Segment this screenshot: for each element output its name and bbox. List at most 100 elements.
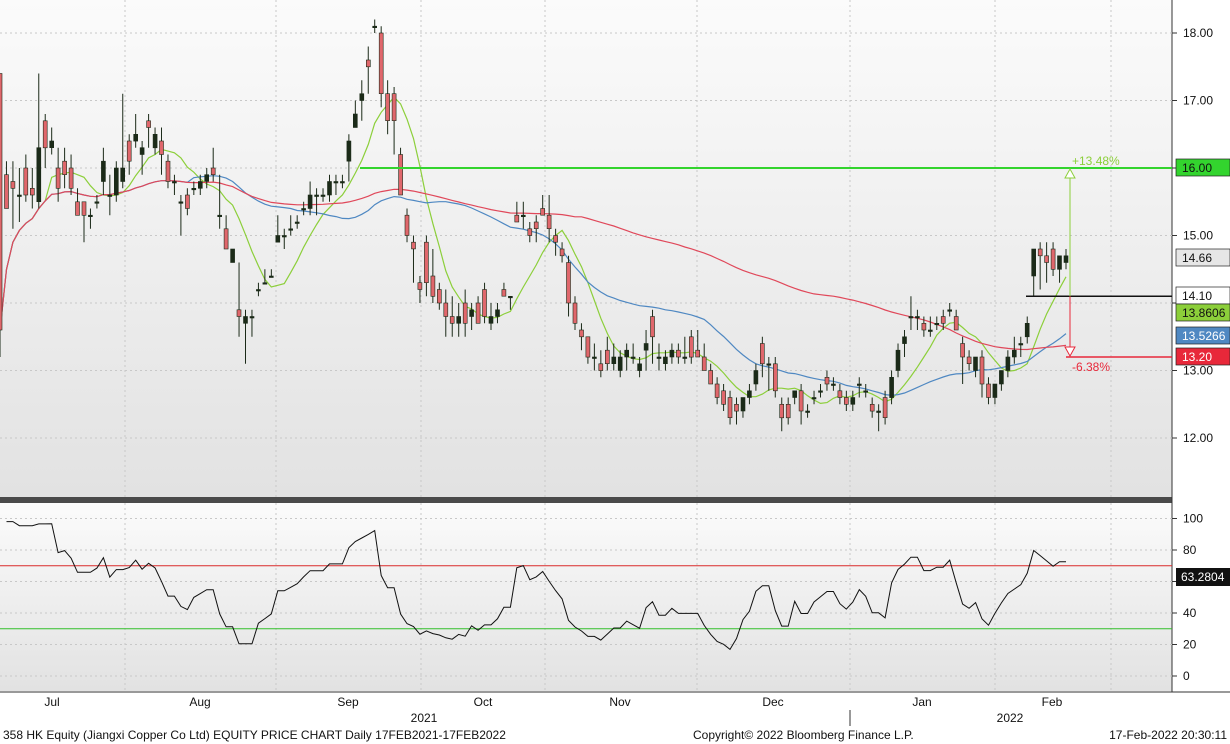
candle-body: [1031, 248, 1036, 277]
candle-body: [133, 134, 138, 142]
candle-body: [314, 194, 319, 197]
candle-body: [837, 390, 843, 398]
ma-long-line: [0, 180, 1067, 351]
stop-pct-label: -6.38%: [1072, 360, 1110, 374]
rsi-tick-label: 40: [1183, 606, 1197, 620]
candle-body: [29, 188, 35, 196]
candle-body: [682, 356, 688, 359]
candle-body: [475, 302, 481, 324]
candle-body: [1005, 356, 1011, 371]
candle-body: [753, 370, 759, 385]
candle-body: [624, 349, 630, 358]
candle-body: [856, 383, 862, 386]
candle-body: [999, 370, 1004, 385]
candle-body: [68, 167, 74, 189]
candle-body: [185, 194, 190, 209]
value-tag-label: 13.8606: [1182, 306, 1226, 320]
candle-body: [979, 356, 985, 385]
candle-body: [152, 134, 158, 149]
candle-body: [249, 316, 255, 319]
candle-body: [101, 160, 106, 182]
panel-separator[interactable]: [0, 497, 1172, 503]
candle-body: [10, 181, 16, 189]
candle-body: [139, 147, 145, 155]
candle-body: [198, 181, 203, 189]
candle-body: [340, 181, 345, 184]
candle-body: [643, 343, 649, 351]
value-tag-label: 13.20: [1182, 350, 1212, 364]
candle-body: [759, 343, 765, 365]
rsi-line: [6, 521, 1066, 651]
candle-body: [947, 309, 953, 312]
value-tag: [1175, 248, 1230, 267]
price-tick-label: 12.00: [1183, 431, 1213, 445]
candle-body: [443, 302, 449, 317]
candle-body: [527, 228, 533, 236]
candle-body: [747, 390, 752, 398]
candle-body: [772, 363, 778, 392]
candle-body: [243, 316, 248, 324]
candle-body: [172, 181, 177, 184]
candle-body: [81, 201, 87, 216]
candle-body: [236, 309, 242, 317]
candle-body: [411, 241, 416, 250]
candle-body: [850, 397, 856, 405]
candle-body: [114, 167, 119, 196]
candle-body: [126, 140, 132, 162]
candle-body: [42, 120, 48, 149]
candle-body: [385, 93, 390, 121]
candle-body: [1037, 248, 1043, 257]
candle-body: [320, 194, 326, 197]
candle-body: [62, 160, 67, 175]
candle-body: [546, 214, 552, 229]
month-label: Sep: [337, 695, 359, 709]
candle-body: [779, 403, 785, 419]
value-tag: [1175, 347, 1230, 366]
candle-body: [695, 349, 701, 358]
candle-body: [708, 370, 714, 385]
candle-body: [663, 356, 668, 364]
candle-body: [953, 316, 959, 331]
candle-body: [333, 181, 339, 184]
candle-body: [895, 349, 901, 371]
value-tag: [1175, 326, 1230, 345]
candle-body: [391, 93, 397, 121]
candle-body: [734, 403, 739, 412]
rsi-value-tag: [1176, 568, 1230, 586]
rsi-tick-label: 100: [1183, 512, 1203, 526]
candle-body: [424, 241, 429, 283]
candle-body: [843, 397, 849, 405]
candle-body: [430, 275, 436, 297]
candle-body: [436, 289, 442, 304]
candle-body: [676, 349, 681, 358]
candle-body: [469, 309, 474, 317]
candle-body: [617, 356, 623, 371]
month-label: Jul: [44, 695, 59, 709]
candle-body: [404, 214, 410, 236]
candle-body: [55, 167, 61, 189]
candle-body: [637, 363, 642, 371]
candle-body: [921, 322, 927, 331]
candle-body: [495, 309, 500, 317]
candle-body: [281, 235, 287, 238]
candle-body: [604, 349, 610, 365]
candle-body: [146, 120, 151, 128]
candle-body: [1044, 255, 1049, 263]
candle-body: [579, 329, 584, 338]
candle-body: [1018, 343, 1024, 346]
candle-body: [818, 390, 823, 393]
candle-body: [36, 147, 42, 202]
candle-body: [1057, 255, 1062, 270]
candle-body: [740, 397, 746, 412]
candle-body: [824, 376, 830, 385]
candle-body: [766, 363, 772, 366]
candle-body: [301, 208, 306, 211]
candle-body: [831, 383, 836, 386]
candle-body: [960, 343, 965, 358]
rsi-tick-label: 20: [1183, 638, 1197, 652]
rsi-panel-bg: [0, 503, 1172, 691]
candle-body: [553, 235, 558, 243]
candle-body: [120, 167, 125, 182]
candle-body: [17, 194, 22, 197]
candle-body: [927, 329, 933, 332]
